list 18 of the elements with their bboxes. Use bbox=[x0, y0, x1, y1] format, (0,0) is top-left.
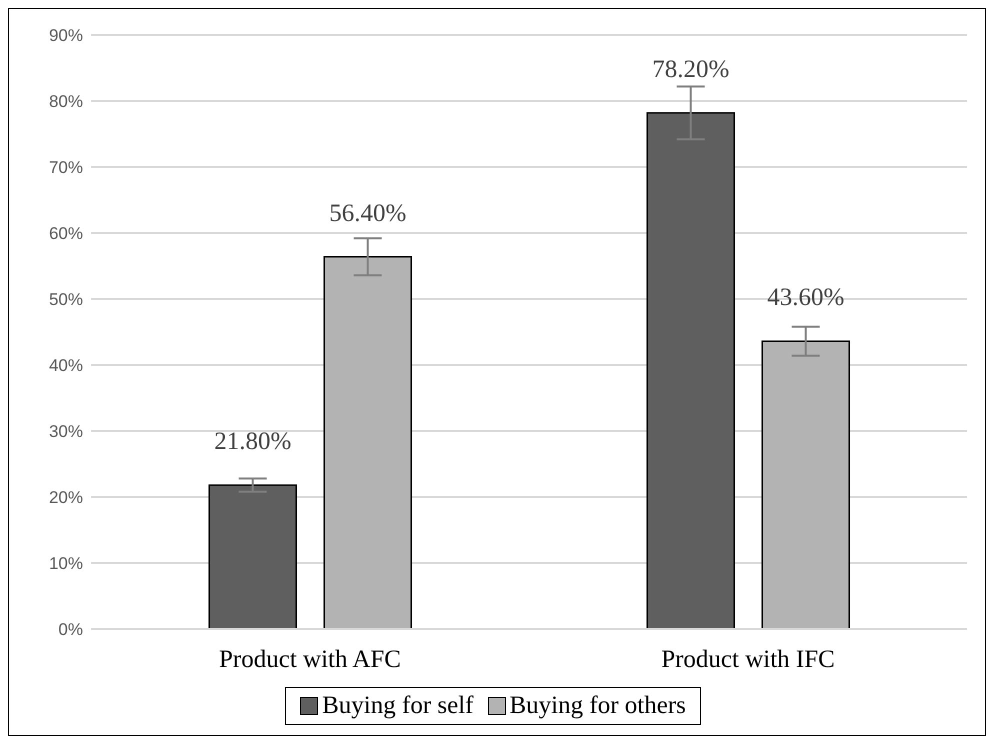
y-tick-label: 30% bbox=[48, 422, 83, 442]
legend-label: Buying for others bbox=[508, 692, 686, 720]
legend-label: Buying for self bbox=[321, 692, 474, 720]
y-tick-label: 0% bbox=[58, 620, 83, 640]
data-label: 43.60% bbox=[767, 284, 844, 312]
y-tick-label: 70% bbox=[48, 158, 83, 178]
y-tick-label: 90% bbox=[48, 26, 83, 46]
y-tick-label: 10% bbox=[48, 554, 83, 574]
y-tick-label: 40% bbox=[48, 356, 83, 376]
x-tick-label: Product with AFC bbox=[219, 646, 401, 673]
y-tick-label: 50% bbox=[48, 290, 83, 310]
data-label: 78.20% bbox=[652, 56, 730, 83]
x-tick-label: Product with IFC bbox=[661, 646, 835, 673]
data-label: 56.40% bbox=[329, 200, 406, 227]
y-tick-label: 20% bbox=[48, 488, 83, 508]
y-tick-label: 60% bbox=[48, 224, 83, 244]
y-tick-label: 80% bbox=[48, 92, 83, 112]
data-label: 21.80% bbox=[214, 428, 292, 456]
